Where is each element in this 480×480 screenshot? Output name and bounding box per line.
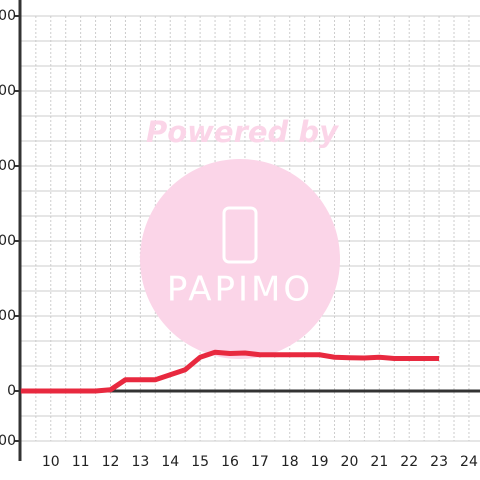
x-tick-label: 24 — [460, 454, 478, 470]
y-tick-label: 90,000 — [0, 158, 16, 174]
data-line — [20, 349, 440, 394]
watermark-text: PAPIMO — [167, 270, 313, 310]
x-tick-label: 11 — [72, 454, 90, 470]
x-tick-label: 16 — [221, 454, 239, 470]
x-tick-label: 14 — [161, 454, 179, 470]
y-tick-label: 30,000 — [0, 308, 16, 324]
watermark-text: Powered by — [146, 115, 339, 149]
watermark: Powered by PAPIMO — [140, 115, 340, 359]
y-tick-label: 120,000 — [0, 83, 16, 99]
x-tick-label: 21 — [370, 454, 388, 470]
x-tick-label: 12 — [102, 454, 120, 470]
x-tick-label: 19 — [311, 454, 329, 470]
x-tick-label: 13 — [131, 454, 149, 470]
y-tick-label: 0 — [7, 383, 16, 399]
x-tick-label: 22 — [400, 454, 418, 470]
x-tick-label: 10 — [42, 454, 60, 470]
x-tick-label: 20 — [341, 454, 359, 470]
x-tick-label: 23 — [430, 454, 448, 470]
y-tick-label: -20,000 — [0, 433, 16, 449]
phone-icon — [222, 206, 258, 264]
x-tick-label: 15 — [191, 454, 209, 470]
x-tick-label: 17 — [251, 454, 269, 470]
watermark-circle — [140, 159, 340, 359]
y-tick-label: 150,000 — [0, 8, 16, 24]
y-tick-label: 60,000 — [0, 233, 16, 249]
x-tick-label: 18 — [281, 454, 299, 470]
